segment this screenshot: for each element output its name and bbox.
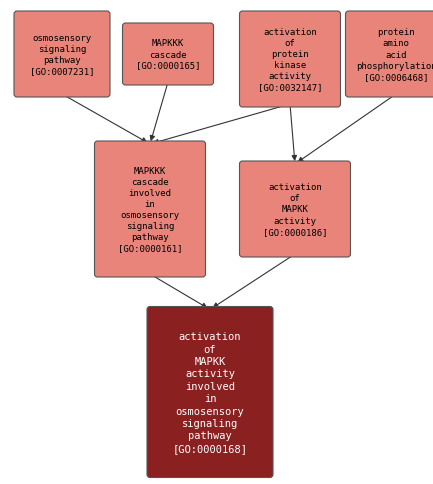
Text: MAPKKK
cascade
involved
in
osmosensory
signaling
pathway
[GO:0000161]: MAPKKK cascade involved in osmosensory s… [118, 166, 182, 253]
Text: osmosensory
signaling
pathway
[GO:0007231]: osmosensory signaling pathway [GO:000723… [30, 34, 94, 76]
Text: protein
amino
acid
phosphorylation
[GO:0006468]: protein amino acid phosphorylation [GO:0… [355, 28, 433, 81]
FancyBboxPatch shape [123, 24, 213, 86]
FancyBboxPatch shape [239, 162, 350, 257]
Text: activation
of
MAPKK
activity
involved
in
osmosensory
signaling
pathway
[GO:00001: activation of MAPKK activity involved in… [172, 332, 248, 453]
Text: MAPKKK
cascade
[GO:0000165]: MAPKKK cascade [GO:0000165] [136, 39, 200, 71]
Text: activation
of
protein
kinase
activity
[GO:0032147]: activation of protein kinase activity [G… [258, 28, 322, 92]
FancyBboxPatch shape [147, 307, 273, 478]
FancyBboxPatch shape [239, 12, 340, 108]
Text: activation
of
MAPKK
activity
[GO:0000186]: activation of MAPKK activity [GO:0000186… [263, 183, 327, 236]
FancyBboxPatch shape [94, 142, 206, 277]
FancyBboxPatch shape [346, 12, 433, 98]
FancyBboxPatch shape [14, 12, 110, 98]
